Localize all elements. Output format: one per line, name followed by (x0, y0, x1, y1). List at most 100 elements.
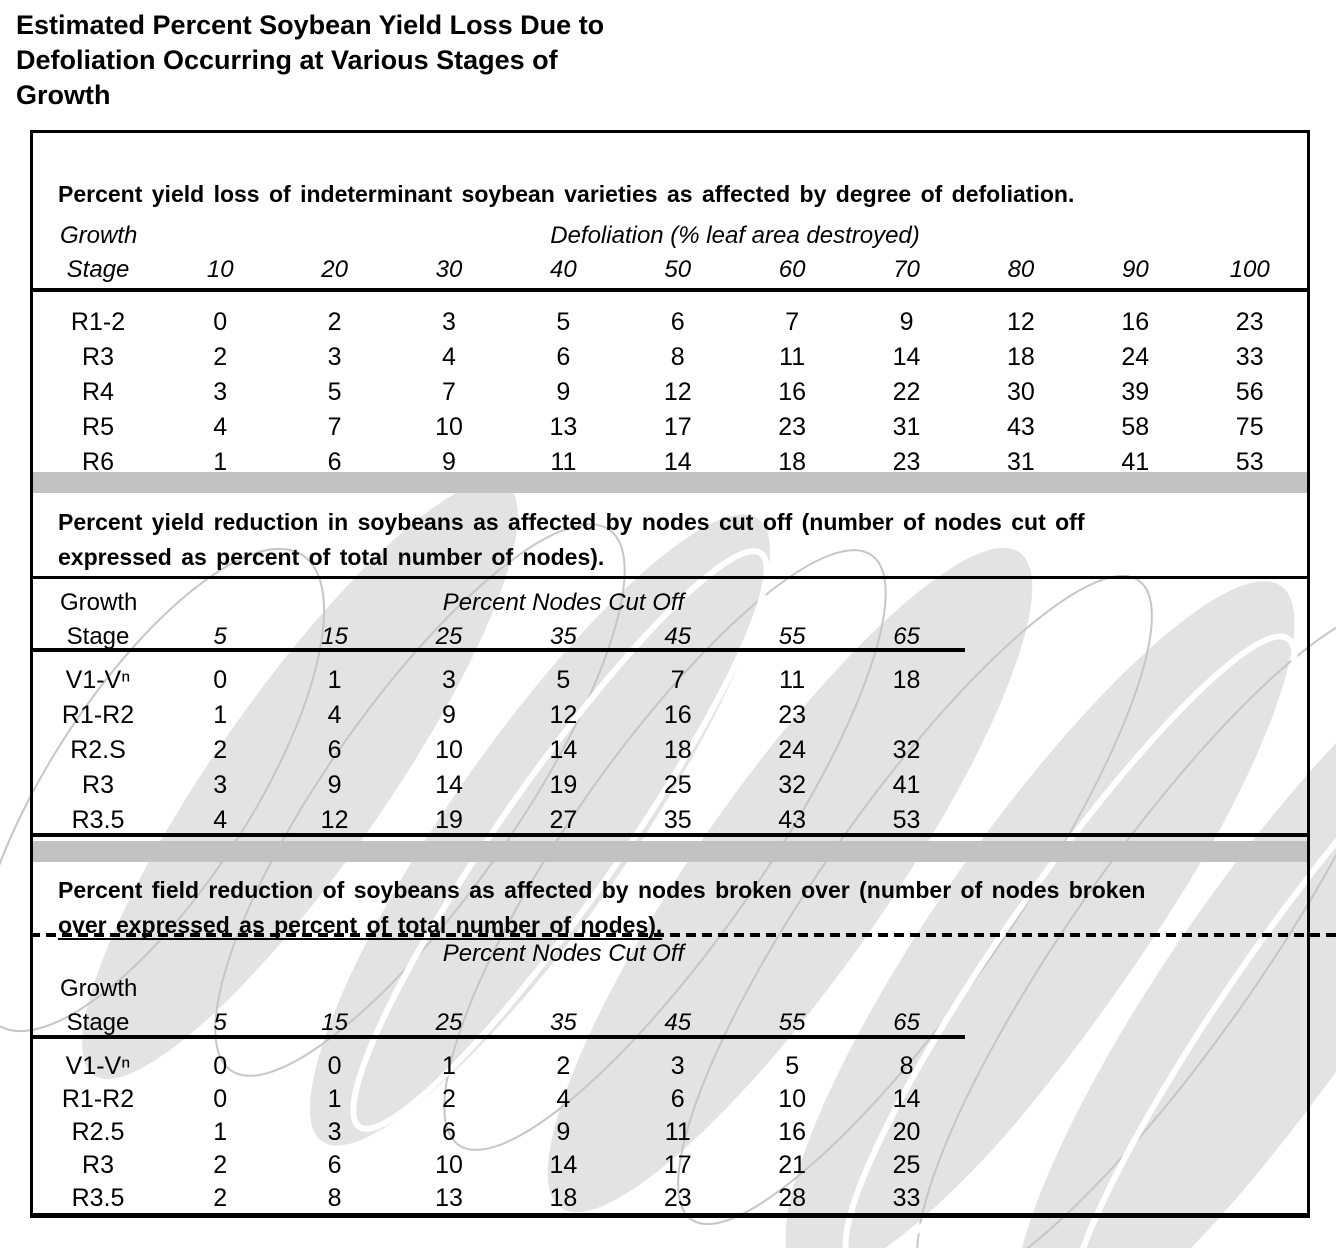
header-divider (33, 648, 965, 652)
value-cell: 10 (435, 736, 463, 764)
caption-line: expressed as percent of total number of … (58, 544, 605, 570)
value-cell: 41 (1121, 448, 1150, 476)
column-header: 10 (206, 256, 234, 283)
value-cell: 2 (327, 308, 342, 336)
stage-label: R3 (82, 343, 114, 371)
value-cell: 4 (213, 413, 228, 441)
value-cell: 6 (442, 1118, 456, 1146)
column-header: 55 (778, 1009, 806, 1036)
column-header: 45 (664, 623, 692, 650)
value-cell: 1 (213, 701, 228, 729)
table-row: R5 4 7 10 13 17 23 31 43 58 75 (33, 410, 1307, 445)
value-cell: 9 (556, 378, 571, 406)
dashed-divider (30, 933, 1336, 937)
column-header-row: Stage 5 15 25 35 45 55 65 (33, 1008, 964, 1038)
header-divider (33, 288, 1307, 292)
value-cell: 30 (1007, 378, 1035, 406)
value-cell: 3 (670, 1052, 685, 1080)
column-header: 40 (550, 256, 577, 283)
value-cell: 6 (670, 1085, 685, 1113)
value-cell: 3 (442, 308, 456, 336)
column-header: 55 (778, 623, 806, 650)
row-header-stage: Stage (66, 623, 130, 650)
nodes-broken-table-body: V1-Vⁿ 0 0 1 2 3 5 8 R1-R2 0 1 2 4 6 10 14 R2.5 1 3 6 9 11 16 20… (33, 1050, 964, 1215)
column-header: 50 (664, 256, 692, 283)
value-cell: 21 (778, 1151, 807, 1179)
nodes-cut-table-body: V1-Vⁿ 0 1 3 5 7 11 18 R1-R2 1 4 9 12 16 23 R2.S 2 6 10 14 18… (33, 663, 964, 838)
value-cell: 10 (435, 413, 463, 441)
value-cell: 13 (549, 413, 578, 441)
caption-line: Percent yield loss of indeterminant soyb… (58, 181, 1075, 207)
value-cell: 16 (1121, 308, 1150, 336)
table-bottom-rule (33, 833, 1307, 837)
value-cell: 18 (778, 448, 807, 476)
table-row: R1-R2 0 1 2 4 6 10 14 (33, 1083, 964, 1116)
value-cell: 41 (892, 771, 921, 799)
value-cell: 25 (663, 771, 692, 799)
value-cell: 24 (778, 736, 807, 764)
value-cell: 31 (892, 413, 921, 441)
title-line: Defoliation Occurring at Various Stages … (16, 45, 558, 75)
table-row: R3.5 2 8 13 18 23 28 33 (33, 1182, 964, 1215)
page-title: Estimated Percent Soybean Yield Loss Due… (16, 8, 604, 113)
stage-label: R3 (82, 1151, 114, 1179)
column-header: 35 (550, 623, 577, 650)
column-header: 5 (213, 623, 227, 650)
value-cell: 28 (778, 1184, 807, 1212)
column-header: 35 (550, 1009, 577, 1036)
caption-line: Percent yield reduction in soybeans as a… (58, 509, 1085, 535)
value-cell: 2 (556, 1052, 571, 1080)
stage-label: R2.5 (71, 1118, 125, 1146)
value-cell: 7 (442, 378, 456, 406)
value-cell: 4 (327, 701, 342, 729)
value-cell: 19 (549, 771, 578, 799)
value-cell: 23 (892, 448, 921, 476)
column-header: 20 (321, 256, 348, 283)
stage-label: R5 (82, 413, 114, 441)
row-header-growth: Growth (60, 222, 138, 249)
value-cell: 5 (556, 308, 571, 336)
stage-label: R4 (82, 378, 114, 406)
table-row: R2.5 1 3 6 9 11 16 20 (33, 1116, 964, 1149)
column-header: 5 (213, 1009, 227, 1036)
value-cell: 33 (892, 1184, 921, 1212)
value-cell: 2 (213, 736, 228, 764)
value-cell: 9 (442, 701, 456, 729)
value-cell: 33 (1235, 343, 1264, 371)
value-cell: 6 (327, 1151, 342, 1179)
column-header: 30 (435, 256, 463, 283)
value-cell: 7 (785, 308, 800, 336)
value-cell: 0 (213, 666, 228, 694)
stage-label: R3 (82, 771, 114, 799)
stage-label: R3.5 (71, 806, 125, 834)
value-cell: 1 (213, 448, 228, 476)
value-cell: 13 (435, 1184, 463, 1212)
stage-label: V1-Vⁿ (65, 1052, 131, 1080)
value-cell: 8 (327, 1184, 342, 1212)
stage-label: R1-2 (70, 308, 126, 336)
caption-line: Percent field reduction of soybeans as a… (58, 877, 1146, 903)
column-header: 70 (893, 256, 920, 283)
value-cell: 1 (327, 1085, 342, 1113)
value-cell: 11 (664, 1118, 691, 1146)
value-cell: 5 (785, 1052, 800, 1080)
value-cell: 53 (892, 806, 921, 834)
value-cell: 9 (556, 1118, 571, 1146)
table-row: R3.5 4 12 19 27 35 43 53 (33, 803, 964, 838)
value-cell: 3 (442, 666, 456, 694)
table-top-rule (33, 576, 1307, 579)
value-cell: 12 (549, 701, 578, 729)
value-cell: 18 (1007, 343, 1035, 371)
value-cell: 18 (663, 736, 692, 764)
value-cell: 4 (442, 343, 456, 371)
row-header-stage: Stage (66, 256, 130, 283)
value-cell: 32 (892, 736, 921, 764)
table-row: V1-Vⁿ 0 0 1 2 3 5 8 (33, 1050, 964, 1083)
value-cell: 11 (550, 448, 577, 476)
value-cell: 3 (327, 1118, 342, 1146)
value-cell: 16 (778, 1118, 807, 1146)
table-row: R6 1 6 9 11 14 18 23 31 41 53 (33, 445, 1307, 480)
stage-label: R6 (82, 448, 114, 476)
value-cell: 1 (442, 1052, 456, 1080)
